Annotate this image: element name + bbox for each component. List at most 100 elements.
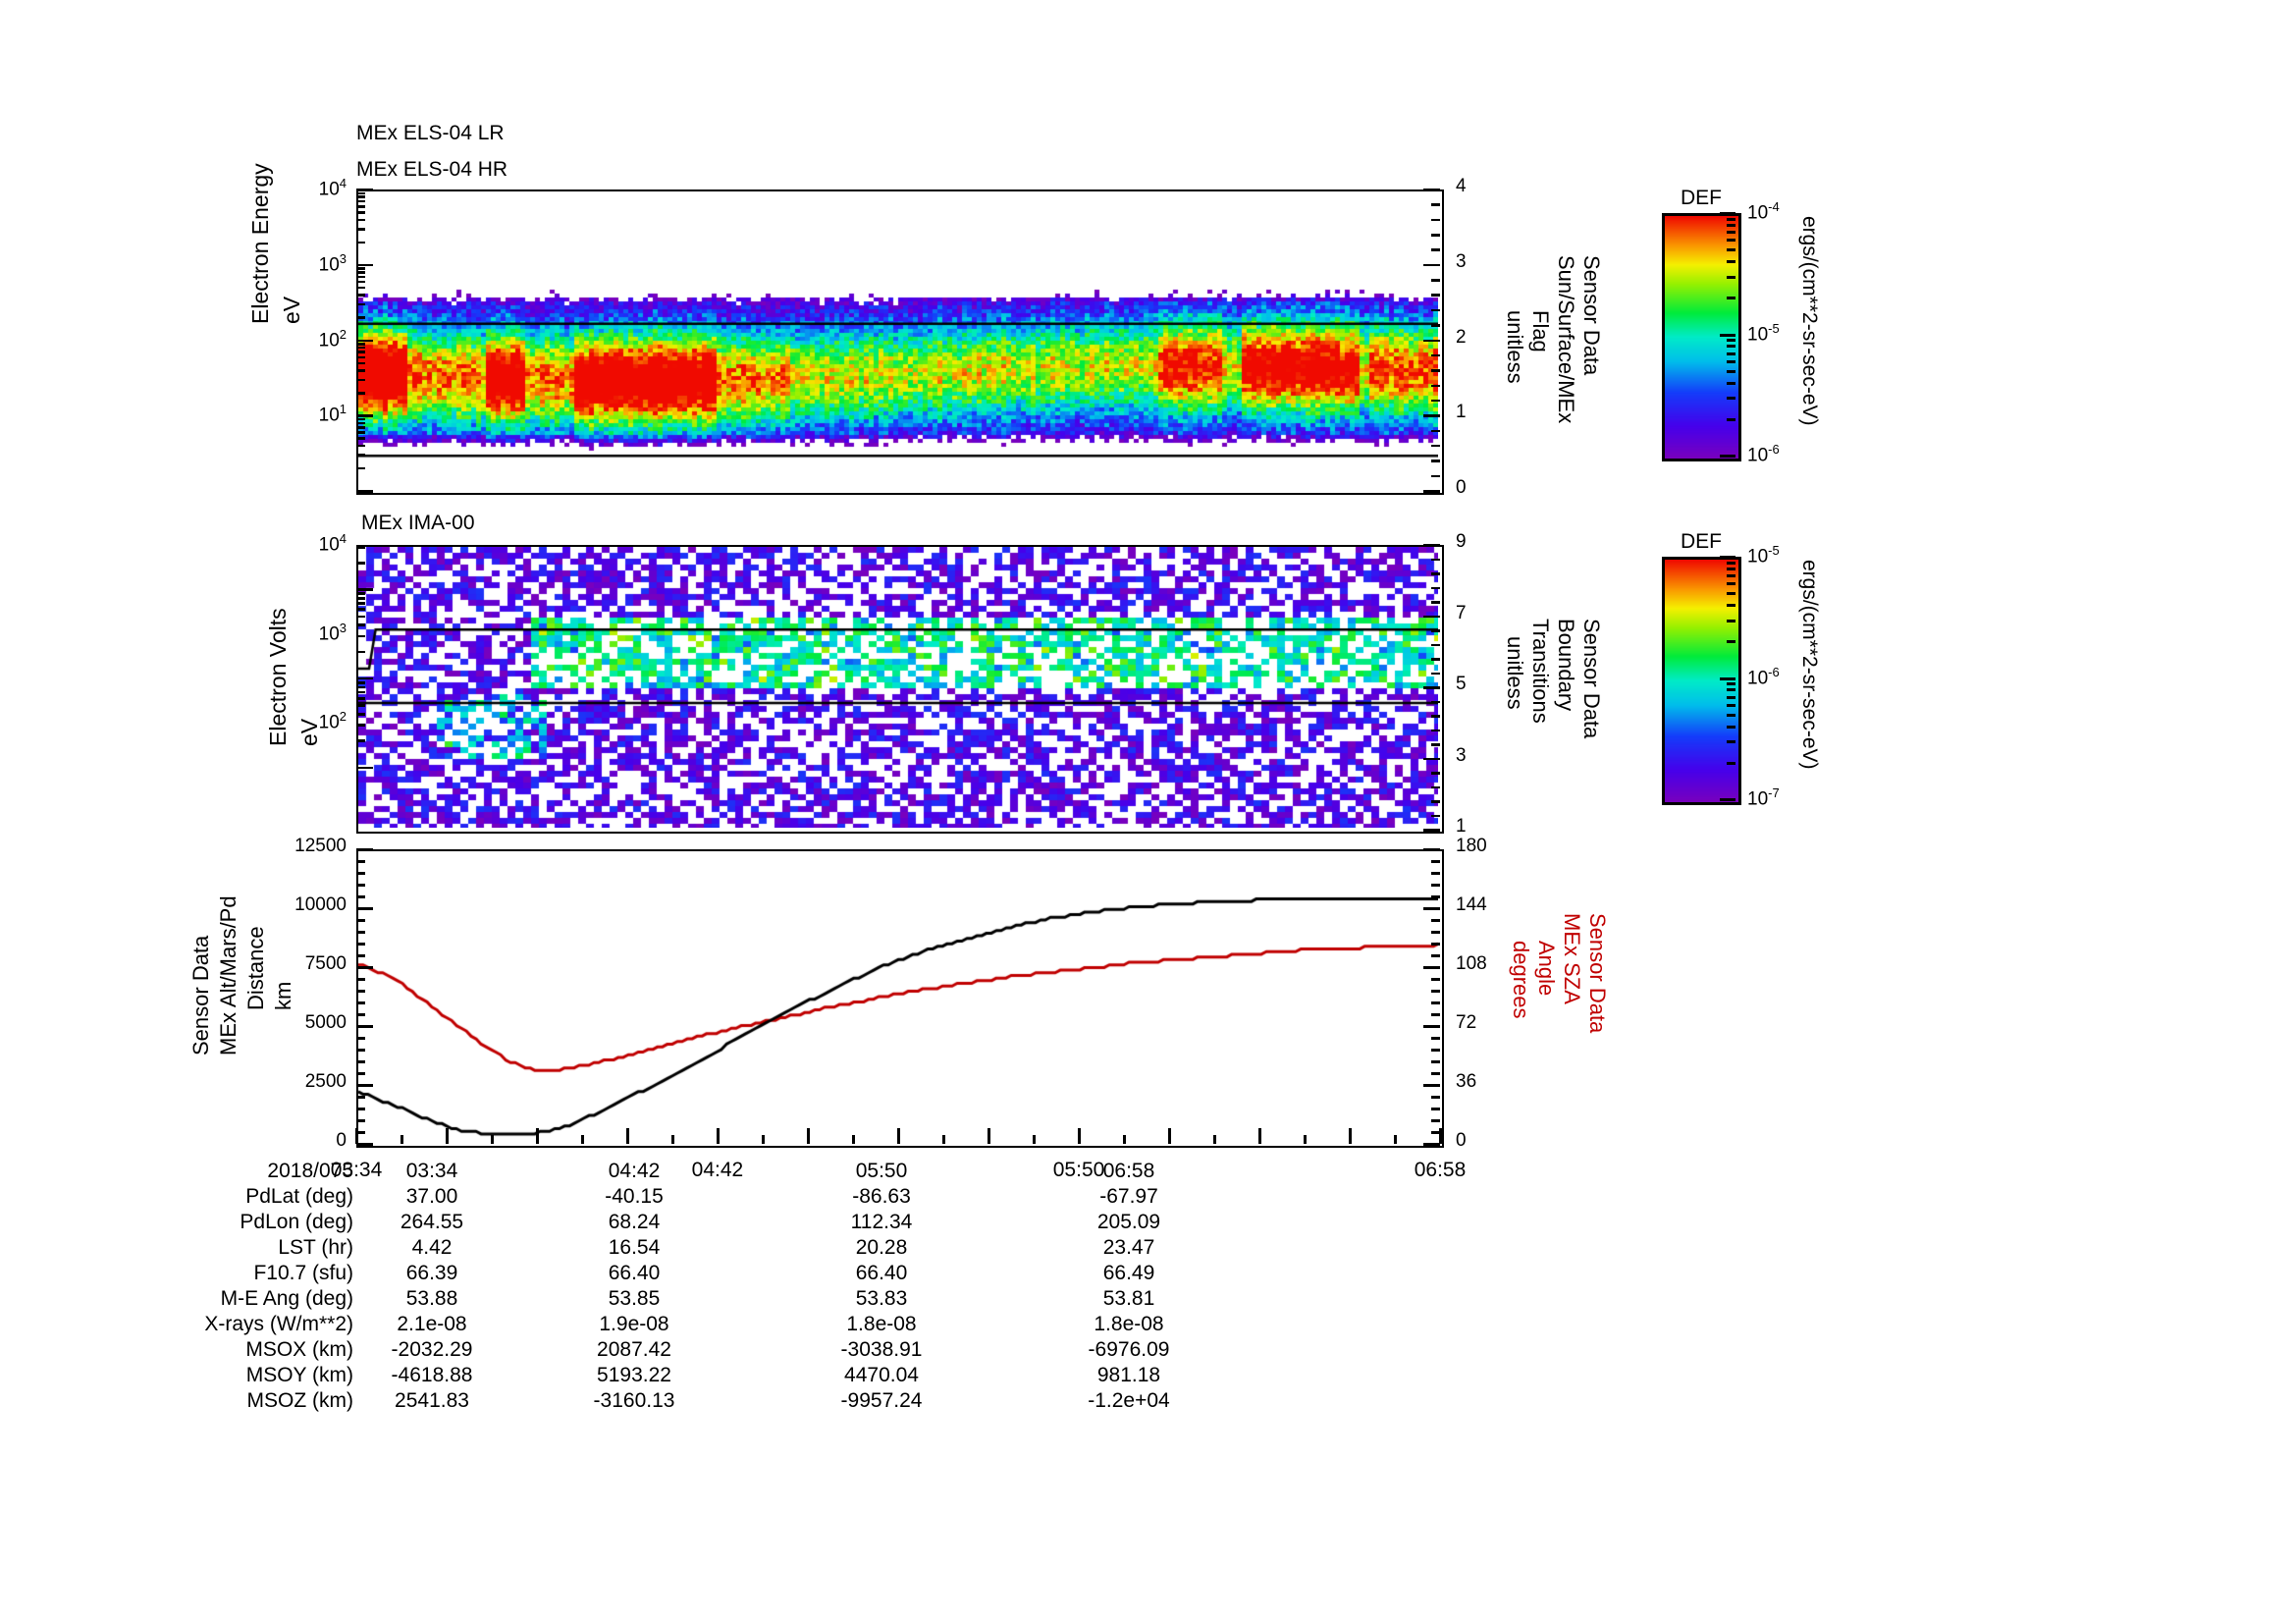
axis-tick xyxy=(1423,1025,1440,1028)
axis-tick xyxy=(356,895,365,898)
panel-els-plot[interactable] xyxy=(356,189,1444,495)
colorbar-tick xyxy=(1727,604,1735,608)
axis-tick xyxy=(1431,1119,1440,1122)
axis-ticklabel: 7 xyxy=(1456,602,1467,623)
eph-msoz-value: -1.2e+04 xyxy=(1088,1389,1170,1412)
time-axis-tick xyxy=(762,1135,765,1144)
axis-tick xyxy=(356,943,365,946)
axis-tick xyxy=(356,241,365,244)
colorbar-tick xyxy=(1727,619,1735,622)
axis-tick xyxy=(356,421,365,425)
time-axis-tick xyxy=(581,1135,584,1144)
eph-msoz-label: MSOZ (km) xyxy=(246,1389,353,1412)
axis-ticklabel: 36 xyxy=(1456,1071,1477,1092)
colorbar-ticklabel: 10-7 xyxy=(1747,785,1780,810)
axis-tick xyxy=(356,267,365,270)
colorbar-tick xyxy=(1727,592,1735,596)
time-axis-tick xyxy=(717,1128,720,1144)
eph-f107-value: 66.40 xyxy=(855,1262,908,1284)
table-row: PdLat (deg) 37.00 -40.15 -86.63 -67.97 xyxy=(147,1184,1253,1210)
axis-tick xyxy=(356,351,365,353)
time-axis-ticklabel: 05:50 xyxy=(1052,1159,1105,1181)
time-axis-tick xyxy=(671,1135,674,1144)
axis-ticklabel: 3 xyxy=(1456,744,1467,766)
axis-tick xyxy=(356,562,365,565)
axis-tick xyxy=(1423,829,1440,832)
axis-tick xyxy=(356,189,373,191)
colorbar-1 xyxy=(1662,213,1741,461)
axis-tick xyxy=(1431,369,1440,372)
colorbar-tick xyxy=(1727,582,1735,586)
axis-tick xyxy=(356,766,373,770)
axis-tick xyxy=(1423,490,1440,493)
axis-tick xyxy=(1431,943,1440,946)
axis-tick xyxy=(1431,1060,1440,1063)
time-axis-tick xyxy=(400,1135,403,1144)
time-axis-tick xyxy=(1123,1135,1126,1144)
axis-tick xyxy=(356,271,365,274)
axis-tick xyxy=(1423,263,1440,267)
time-axis-tick xyxy=(1033,1135,1036,1144)
time-axis-tick xyxy=(536,1128,539,1144)
axis-tick xyxy=(356,392,365,395)
axis-tick xyxy=(356,1049,365,1052)
axis-tick xyxy=(356,592,365,595)
axis-tick xyxy=(356,966,373,969)
table-row: F10.7 (sfu) 66.39 66.40 66.40 66.49 xyxy=(147,1261,1253,1286)
colorbar-tick xyxy=(1727,688,1735,692)
axis-tick xyxy=(356,205,365,208)
axis-tick xyxy=(1431,1096,1440,1099)
axis-tick xyxy=(1431,884,1440,887)
panel-alt-sza-plot[interactable] xyxy=(356,849,1444,1148)
eph-msox-value: -6976.09 xyxy=(1088,1338,1170,1361)
axis-tick xyxy=(1431,1037,1440,1040)
axis-ticklabel: 0 xyxy=(336,1130,347,1151)
eph-f107-value: 66.39 xyxy=(405,1262,458,1284)
time-axis-tick xyxy=(897,1128,900,1144)
axis-tick xyxy=(356,704,365,707)
time-axis-tick xyxy=(1394,1135,1397,1144)
axis-ticklabel: 3 xyxy=(1456,250,1467,272)
axis-tick xyxy=(1431,1013,1440,1016)
time-axis-tick xyxy=(491,1135,494,1144)
eph-pdlat-value: -40.15 xyxy=(605,1185,664,1208)
axis-tick xyxy=(1423,1084,1440,1087)
axis-tick xyxy=(356,1060,365,1063)
axis-tick xyxy=(356,1096,365,1099)
axis-ticklabel: 104 xyxy=(318,176,347,200)
colorbar-tick xyxy=(1727,397,1735,401)
axis-ticklabel: 108 xyxy=(1456,953,1487,974)
axis-tick xyxy=(1431,444,1440,448)
panel-ima-plot[interactable] xyxy=(356,545,1444,834)
axis-tick xyxy=(356,608,365,611)
ephemeris-table: 2018/075 03:34 04:42 05:50 06:58 PdLat (deg) 3… xyxy=(147,1159,1253,1414)
eph-f107-value: 66.49 xyxy=(1102,1262,1155,1284)
axis-tick xyxy=(356,634,365,638)
colorbar-tick xyxy=(1727,223,1735,227)
axis-tick xyxy=(1431,308,1440,312)
eph-xrays-value: 1.8e-08 xyxy=(1094,1313,1164,1335)
axis-tick xyxy=(1431,429,1440,433)
axis-tick xyxy=(356,650,365,654)
colorbar-tick xyxy=(1727,339,1735,343)
axis-tick xyxy=(356,1143,373,1146)
eph-pdlon-value: 68.24 xyxy=(608,1211,661,1233)
axis-tick xyxy=(356,724,365,727)
colorbar-tick xyxy=(1720,212,1735,215)
eph-me-value: 53.85 xyxy=(608,1287,661,1310)
eph-msox-label: MSOX (km) xyxy=(245,1338,353,1361)
axis-tick xyxy=(356,676,373,680)
eph-time-value: 04:42 xyxy=(608,1160,661,1182)
eph-msoy-value: 5193.22 xyxy=(597,1364,671,1386)
axis-tick xyxy=(1423,907,1440,910)
axis-tick xyxy=(356,990,365,993)
axis-tick xyxy=(356,1001,365,1004)
time-axis-tick xyxy=(1304,1135,1307,1144)
eph-msoz-value: 2541.83 xyxy=(395,1389,469,1412)
axis-tick xyxy=(356,884,365,887)
axis-tick xyxy=(1431,814,1440,817)
colorbar-tick xyxy=(1727,417,1735,421)
colorbar-tick xyxy=(1727,725,1735,729)
colorbar-tick xyxy=(1727,359,1735,363)
axis-tick xyxy=(1431,800,1440,803)
